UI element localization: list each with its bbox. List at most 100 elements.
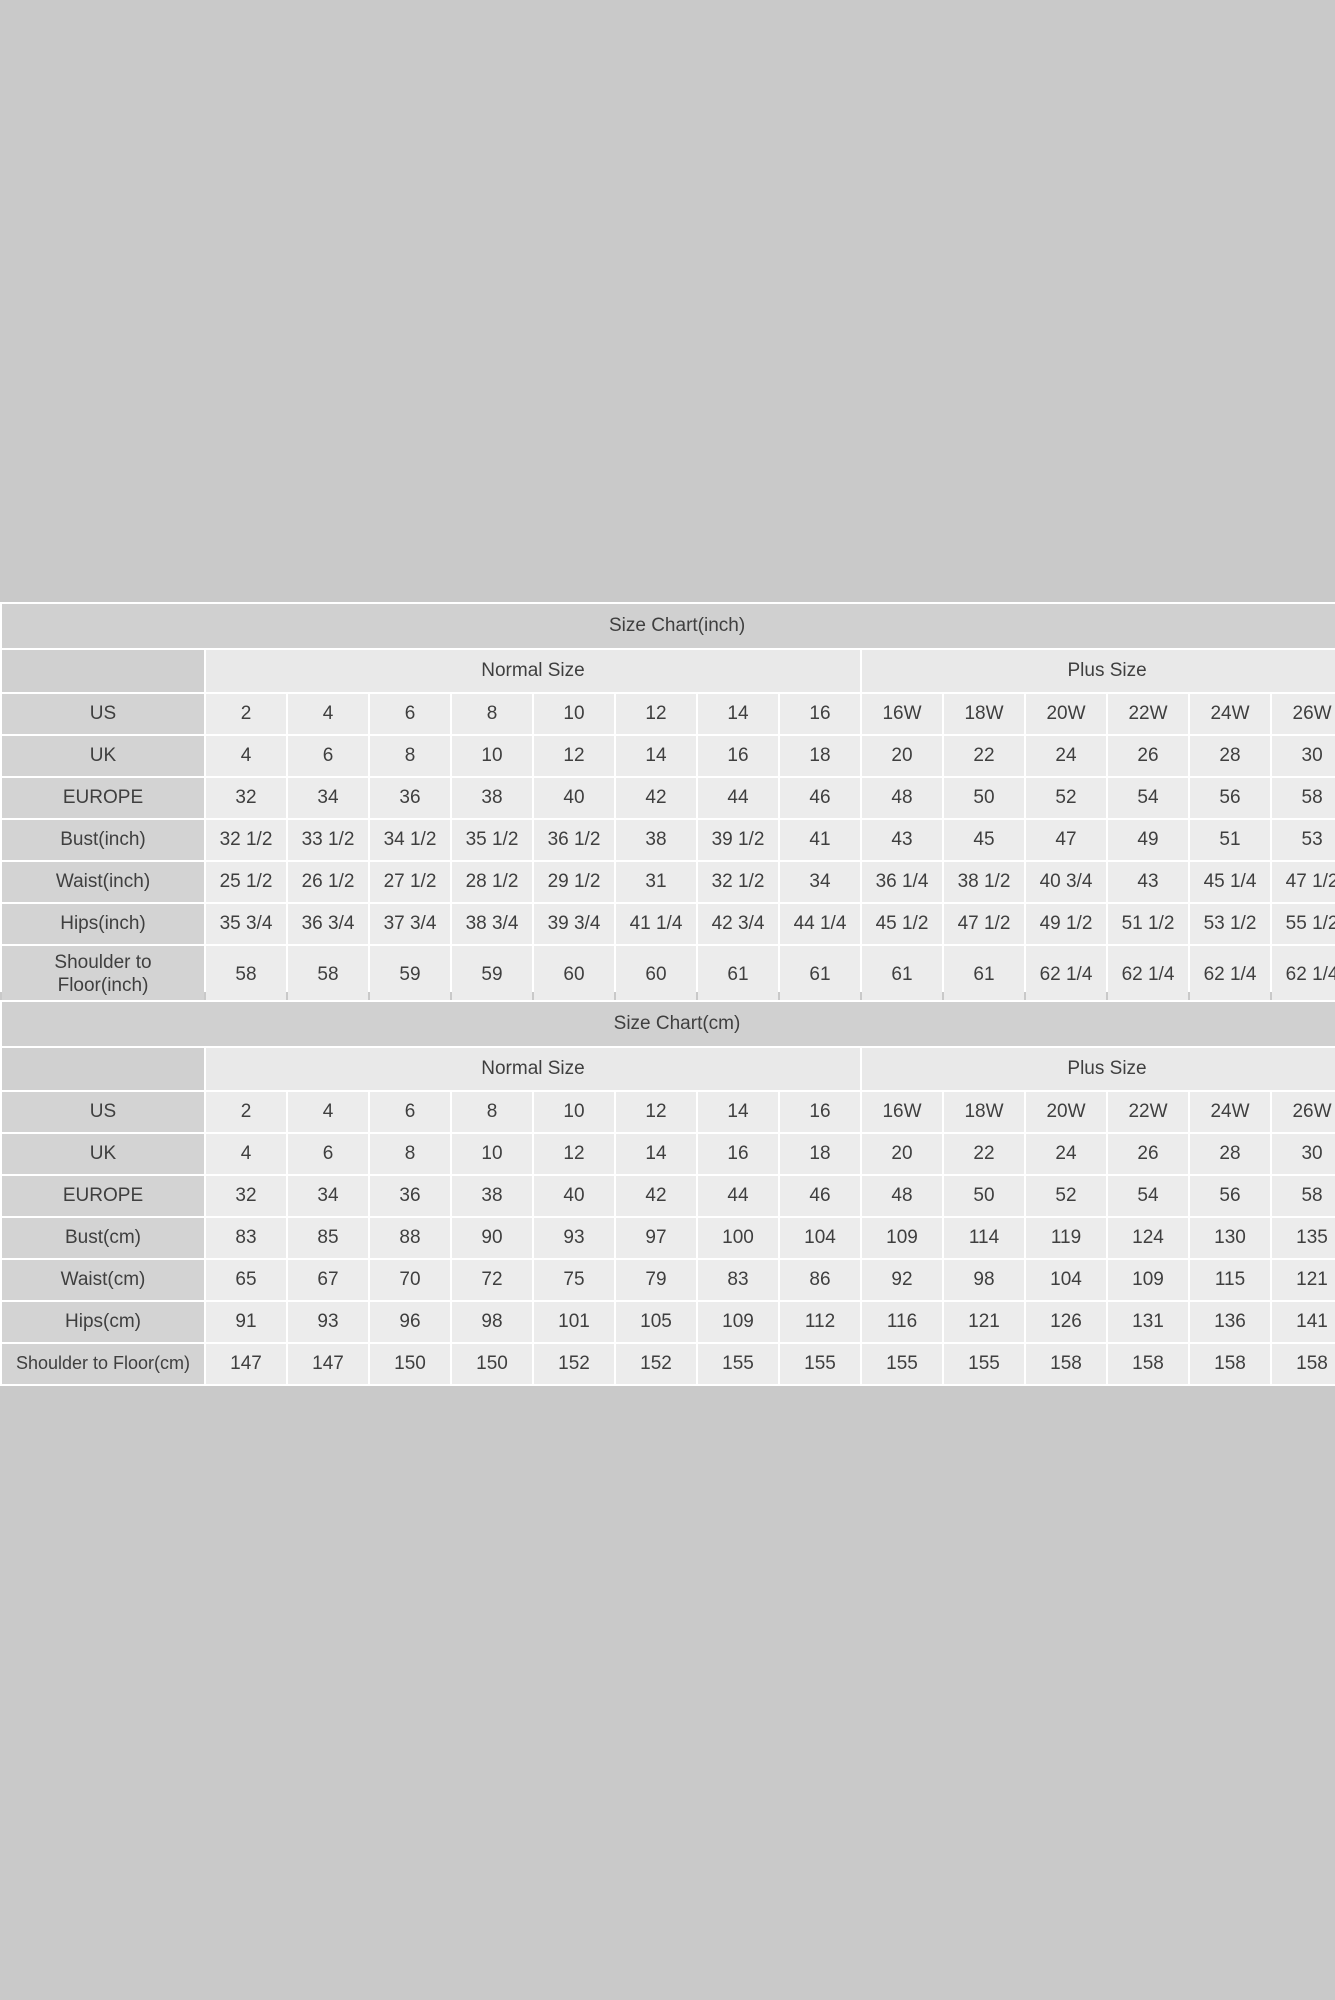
table-cell: 46 <box>780 778 860 818</box>
table-cell: 56 <box>1190 778 1270 818</box>
table-cell: 83 <box>698 1260 778 1300</box>
table-cell: 100 <box>698 1218 778 1258</box>
table-cell: 50 <box>944 778 1024 818</box>
size-chart-cm-body: Size Chart(cm) Normal Size Plus Size US 2 4 6 8… <box>2 1002 1335 1384</box>
table-cell: 26W <box>1272 1092 1335 1132</box>
group-header-normal-size: Normal Size <box>206 650 860 692</box>
table-cell: 158 <box>1272 1344 1335 1384</box>
table-cell: 22 <box>944 1134 1024 1174</box>
size-chart-inch-body: Size Chart(inch) Normal Size Plus Size US 2 4… <box>2 604 1335 1004</box>
row-label: UK <box>2 1134 204 1174</box>
table-cell: 155 <box>862 1344 942 1384</box>
table-row: US 2 4 6 8 10 12 14 16 16W 18W 20W 22W 24W 26W <box>2 1092 1335 1132</box>
table-cell: 53 <box>1272 820 1335 860</box>
table-cell: 49 <box>1108 820 1188 860</box>
table-cell: 42 3/4 <box>698 904 778 944</box>
table-cell: 43 <box>1108 862 1188 902</box>
table-row: EUROPE 32 34 36 38 40 42 44 46 48 50 52 54 56 58 <box>2 778 1335 818</box>
table-cell: 43 <box>862 820 942 860</box>
table-cell: 104 <box>1026 1260 1106 1300</box>
table-cell: 44 <box>698 1176 778 1216</box>
table-cell: 83 <box>206 1218 286 1258</box>
table-cell: 27 1/2 <box>370 862 450 902</box>
table-cell: 58 <box>288 946 368 1004</box>
table-cell: 38 <box>452 778 532 818</box>
table-cell: 62 1/4 <box>1108 946 1188 1004</box>
table-cell: 141 <box>1272 1302 1335 1342</box>
table-cell: 39 1/2 <box>698 820 778 860</box>
table-cell: 33 1/2 <box>288 820 368 860</box>
table-cell: 42 <box>616 1176 696 1216</box>
table-cell: 6 <box>370 1092 450 1132</box>
table-cell: 12 <box>616 694 696 734</box>
row-label: Waist(inch) <box>2 862 204 902</box>
table-row: UK 4 6 8 10 12 14 16 18 20 22 24 26 28 30 <box>2 736 1335 776</box>
table-cell: 79 <box>616 1260 696 1300</box>
table-cell: 158 <box>1190 1344 1270 1384</box>
row-label: Hips(inch) <box>2 904 204 944</box>
table-cell: 32 1/2 <box>698 862 778 902</box>
table-cell: 130 <box>1190 1218 1270 1258</box>
table-cell: 18 <box>780 736 860 776</box>
table-cell: 40 3/4 <box>1026 862 1106 902</box>
table-cell: 48 <box>862 778 942 818</box>
table-cell: 109 <box>862 1218 942 1258</box>
table-cell: 34 <box>288 778 368 818</box>
table-cell: 22 <box>944 736 1024 776</box>
table-cell: 44 1/4 <box>780 904 860 944</box>
table-cell: 20W <box>1026 1092 1106 1132</box>
table-cell: 40 <box>534 778 614 818</box>
table-cell: 6 <box>288 1134 368 1174</box>
row-label: US <box>2 694 204 734</box>
table-cell: 124 <box>1108 1218 1188 1258</box>
table-cell: 59 <box>370 946 450 1004</box>
table-cell: 32 <box>206 778 286 818</box>
table-cell: 60 <box>616 946 696 1004</box>
size-chart-inch-container: Size Chart(inch) Normal Size Plus Size US 2 4… <box>0 602 1335 1004</box>
table-cell: 45 1/2 <box>862 904 942 944</box>
table-cell: 32 <box>206 1176 286 1216</box>
table-row: Hips(cm) 91 93 96 98 101 105 109 112 116 121 126 131… <box>2 1302 1335 1342</box>
table-cell: 85 <box>288 1218 368 1258</box>
table-cell: 8 <box>452 1092 532 1132</box>
group-header-plus-size: Plus Size <box>862 650 1335 692</box>
table-cell: 101 <box>534 1302 614 1342</box>
table-cell: 91 <box>206 1302 286 1342</box>
table-cell: 109 <box>1108 1260 1188 1300</box>
table-cell: 62 1/4 <box>1026 946 1106 1004</box>
table-cell: 155 <box>780 1344 860 1384</box>
table-cell: 35 1/2 <box>452 820 532 860</box>
table-cell: 61 <box>780 946 860 1004</box>
table-cell: 10 <box>534 1092 614 1132</box>
table-cell: 155 <box>698 1344 778 1384</box>
table-cell: 92 <box>862 1260 942 1300</box>
table-cell: 56 <box>1190 1176 1270 1216</box>
table-cell: 119 <box>1026 1218 1106 1258</box>
table-cell: 10 <box>534 694 614 734</box>
table-row: Shoulder to Floor(cm) 147 147 150 150 152 152 1… <box>2 1344 1335 1384</box>
table-cell: 14 <box>698 1092 778 1132</box>
table-cell: 59 <box>452 946 532 1004</box>
group-header-plus-size: Plus Size <box>862 1048 1335 1090</box>
table-cell: 18W <box>944 1092 1024 1132</box>
table-cell: 24W <box>1190 1092 1270 1132</box>
table-cell: 16 <box>780 694 860 734</box>
table-cell: 45 <box>944 820 1024 860</box>
table-cell: 2 <box>206 694 286 734</box>
table-cell: 58 <box>1272 1176 1335 1216</box>
row-label: UK <box>2 736 204 776</box>
table-cell: 36 <box>370 1176 450 1216</box>
table-cell: 18 <box>780 1134 860 1174</box>
table-row: Bust(inch) 32 1/2 33 1/2 34 1/2 35 1/2 36 1/2… <box>2 820 1335 860</box>
table-cell: 10 <box>452 736 532 776</box>
size-chart-cm-table: Size Chart(cm) Normal Size Plus Size US 2 4 6 8… <box>0 1000 1335 1386</box>
table-cell: 28 <box>1190 1134 1270 1174</box>
table-cell: 47 1/2 <box>944 904 1024 944</box>
table-cell: 34 1/2 <box>370 820 450 860</box>
table-cell: 32 1/2 <box>206 820 286 860</box>
group-header-row: Normal Size Plus Size <box>2 1048 1335 1090</box>
group-header-normal-size: Normal Size <box>206 1048 860 1090</box>
group-header-corner <box>2 1048 204 1090</box>
chart-title-row: Size Chart(cm) <box>2 1002 1335 1046</box>
